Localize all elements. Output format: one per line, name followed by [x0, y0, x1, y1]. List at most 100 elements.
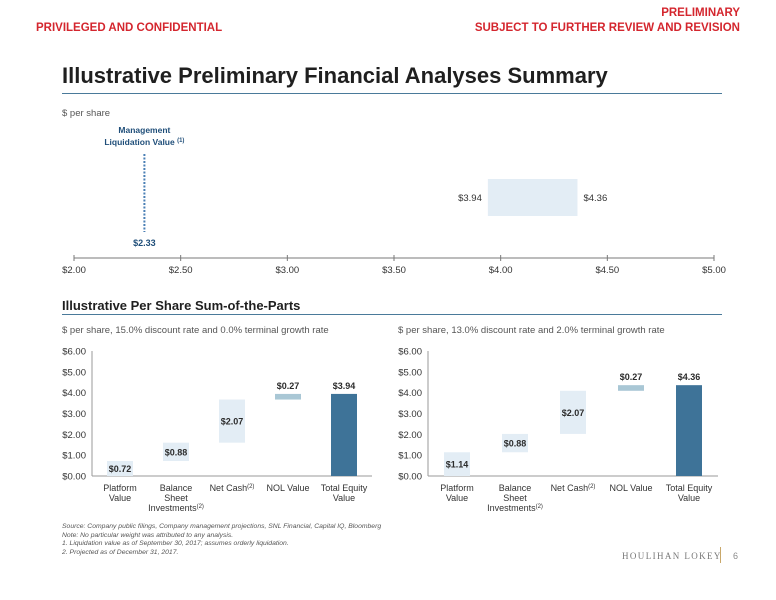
category-label-text: Sheet [503, 493, 527, 503]
category-footnote-ref: (2) [588, 484, 595, 490]
category-label-text: Value [109, 493, 131, 503]
category-label: Total Equity [321, 483, 368, 493]
y-tick-label: $4.00 [62, 388, 86, 399]
valuation-range-bar [487, 179, 578, 216]
category-label: NOL Value [609, 483, 652, 493]
total-equity-bar [676, 385, 702, 476]
page-title: Illustrative Preliminary Financial Analy… [62, 63, 608, 88]
category-label: Value [109, 493, 131, 503]
right-chart-subtitle: $ per share, 13.0% discount rate and 2.0… [398, 325, 665, 336]
waterfall-bar [163, 442, 189, 461]
category-footnote-ref: (2) [197, 504, 204, 510]
y-tick-label: $5.00 [398, 367, 422, 378]
y-tick-label: $0.00 [398, 472, 422, 483]
data-label: $1.14 [446, 460, 469, 470]
x-tick-label: $4.00 [489, 265, 513, 276]
liquidation-value-label: $2.33 [133, 238, 156, 248]
category-label-text: Value [678, 493, 700, 503]
waterfall-bar [618, 385, 644, 391]
preliminary-line1: PRELIMINARY [661, 7, 740, 19]
title-divider [62, 93, 722, 94]
total-equity-bar [331, 393, 357, 476]
category-label: Investments(2) [148, 503, 204, 513]
logo-divider [720, 547, 721, 563]
page-number: 6 [733, 551, 739, 561]
category-label: NOL Value [266, 483, 309, 493]
category-label-text: Balance [499, 483, 532, 493]
data-label: $2.07 [221, 417, 244, 427]
data-label: $0.27 [277, 381, 300, 391]
confidential-label: PRIVILEGED AND CONFIDENTIAL [36, 22, 223, 34]
category-label: Platform [440, 483, 474, 493]
data-label: $0.88 [504, 439, 527, 449]
category-label-text: Investments [148, 503, 197, 513]
category-label: Value [678, 493, 700, 503]
x-tick-label: $2.00 [62, 265, 86, 276]
x-tick-label: $3.50 [382, 265, 406, 276]
company-logo: HOULIHAN LOKEY [622, 551, 722, 561]
footnote-1: 1. Liquidation value as of September 30,… [62, 540, 289, 548]
category-label-text: Platform [440, 483, 474, 493]
category-label: Sheet [503, 493, 527, 503]
waterfall-bar [444, 452, 470, 476]
category-label-text: Investments [487, 503, 536, 513]
data-label: $3.94 [333, 381, 356, 391]
category-label: Total Equity [666, 483, 713, 493]
data-label: $0.72 [109, 464, 132, 474]
category-label: Value [446, 493, 468, 503]
waterfall-bar [275, 393, 301, 400]
preliminary-label: PRELIMINARY SUBJECT TO FURTHER REVIEW AN… [475, 6, 740, 36]
y-tick-label: $1.00 [398, 451, 422, 462]
y-tick-label: $0.00 [62, 472, 86, 483]
y-tick-label: $2.00 [398, 430, 422, 441]
unit-label: $ per share [62, 108, 111, 119]
category-label-text: Platform [103, 483, 137, 493]
x-tick-label: $5.00 [702, 265, 726, 276]
left-chart-subtitle: $ per share, 15.0% discount rate and 0.0… [62, 325, 329, 336]
category-label-text: Value [333, 493, 355, 503]
y-tick-label: $3.00 [62, 409, 86, 420]
footnote-note: Note: No particular weight was attribute… [62, 531, 234, 539]
category-label: Net Cash(2) [210, 483, 255, 493]
category-footnote-ref: (2) [247, 484, 254, 490]
range-high-label: $4.36 [583, 193, 607, 204]
category-label: Net Cash(2) [551, 483, 596, 493]
waterfall-bar [502, 433, 528, 453]
category-label-text: Net Cash [551, 483, 589, 493]
category-label: Platform [103, 483, 137, 493]
category-label-text: Sheet [164, 493, 188, 503]
footnotes: Source: Company public filings, Company … [62, 523, 381, 557]
preliminary-line2: SUBJECT TO FURTHER REVIEW AND REVISION [474, 22, 740, 34]
category-label: Balance [499, 483, 532, 493]
category-label-text: Net Cash [210, 483, 248, 493]
category-label-text: Balance [160, 483, 193, 493]
marker-name-text: Liquidation Value [104, 137, 177, 147]
y-tick-label: $5.00 [62, 367, 86, 378]
right-waterfall-chart: $0.00 $1.00 $2.00 $3.00 $4.00 $5.00 $6.00 $1.14… [398, 347, 718, 513]
data-label: $0.88 [165, 447, 188, 457]
marker-footnote-ref: (1) [177, 138, 184, 144]
range-low-label: $3.94 [458, 193, 482, 204]
category-label: Balance [160, 483, 193, 493]
waterfall-bar [219, 399, 245, 443]
left-waterfall-chart: $0.00 $1.00 $2.00 $3.00 $4.00 $5.00 $6.00 $0.72… [62, 347, 372, 513]
range-chart: $2.00 $2.50 $3.00 $3.50 $4.00 $4.50 $5.00 $3.94… [62, 125, 726, 276]
category-footnote-ref: (2) [536, 504, 543, 510]
category-label-text: NOL Value [609, 483, 652, 493]
category-label-text: NOL Value [266, 483, 309, 493]
category-label-text: Total Equity [321, 483, 368, 493]
data-label: $0.27 [620, 372, 643, 382]
waterfall-bar [107, 461, 133, 476]
data-label: $2.07 [562, 408, 585, 418]
footnote-source: Source: Company public filings, Company … [62, 523, 382, 530]
y-tick-label: $1.00 [62, 451, 86, 462]
x-tick-label: $3.00 [275, 265, 299, 276]
section-divider [62, 314, 722, 315]
category-label-text: Total Equity [666, 483, 713, 493]
category-label: Sheet [164, 493, 188, 503]
category-label-text: Value [446, 493, 468, 503]
y-tick-label: $4.00 [398, 388, 422, 399]
section-title: Illustrative Per Share Sum-of-the-Parts [62, 298, 301, 313]
category-label: Investments(2) [487, 503, 543, 513]
footnote-2: 2. Projected as of December 31, 2017. [62, 548, 179, 556]
